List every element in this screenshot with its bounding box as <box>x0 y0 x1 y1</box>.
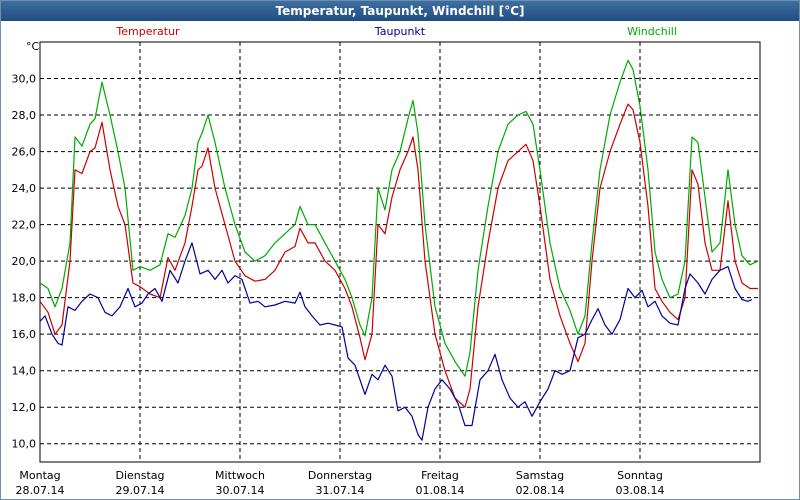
series-line-windchill <box>39 59 759 377</box>
x-tick-date-label: 03.08.14 <box>616 484 665 497</box>
x-tick-day-label: Montag <box>19 469 60 482</box>
y-axis-unit-label: °C <box>26 40 40 53</box>
y-tick-label: 16,0 <box>12 328 37 341</box>
x-tick-day-label: Samstag <box>516 469 564 482</box>
x-tick-day-label: Donnerstag <box>308 469 372 482</box>
x-axis-ticks: Montag 28.07.14 Dienstag 29.07.14 Mittwoch 30… <box>16 469 665 497</box>
y-tick-label: 22,0 <box>12 219 37 232</box>
legend-taupunkt: Taupunkt <box>374 25 426 38</box>
legend-temperatur: Temperatur <box>115 25 180 38</box>
legend-windchill: Windchill <box>627 25 677 38</box>
grid-lines <box>40 42 760 462</box>
x-tick-day-label: Freitag <box>421 469 459 482</box>
y-tick-label: 28,0 <box>12 109 37 122</box>
y-tick-label: 20,0 <box>12 255 37 268</box>
y-tick-label: 12,0 <box>12 401 37 414</box>
x-tick-date-label: 31.07.14 <box>316 484 365 497</box>
x-tick-date-label: 02.08.14 <box>516 484 565 497</box>
window-title: Temperatur, Taupunkt, Windchill [°C] <box>1 1 799 21</box>
x-tick-day-label: Mittwoch <box>215 469 265 482</box>
x-tick-date-label: 28.07.14 <box>16 484 65 497</box>
y-tick-label: 26,0 <box>12 146 37 159</box>
x-tick-day-label: Sonntag <box>617 469 663 482</box>
series-line-taupunkt <box>39 242 753 441</box>
y-tick-label: 18,0 <box>12 292 37 305</box>
x-tick-day-label: Dienstag <box>115 469 164 482</box>
y-tick-label: 14,0 <box>12 365 37 378</box>
y-tick-label: 24,0 <box>12 182 37 195</box>
y-axis-ticks: 10,0 12,0 14,0 16,0 18,0 20,0 22,0 24,0 26,0 28,0… <box>12 73 37 451</box>
x-tick-date-label: 30.07.14 <box>216 484 265 497</box>
x-tick-date-label: 29.07.14 <box>116 484 165 497</box>
series-lines <box>39 59 759 441</box>
y-tick-label: 30,0 <box>12 73 37 86</box>
x-tick-date-label: 01.08.14 <box>416 484 465 497</box>
series-line-temperatur <box>39 103 758 408</box>
y-tick-label: 10,0 <box>12 438 37 451</box>
